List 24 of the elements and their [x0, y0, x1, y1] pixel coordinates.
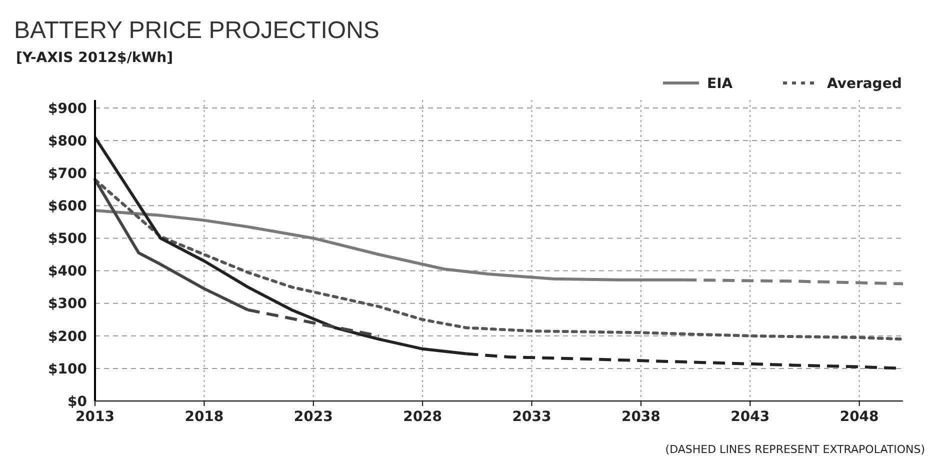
x-tick-label: 2038: [621, 409, 660, 425]
y-tick-label: $800: [48, 133, 88, 150]
line-series: [94, 178, 904, 341]
x-tick-label: 2018: [184, 409, 224, 425]
y-tick-label: $900: [48, 100, 88, 117]
y-tick-label: $500: [48, 231, 88, 248]
x-tick-label: 2043: [730, 409, 770, 425]
y-tick-label: $600: [48, 198, 88, 215]
y-tick-label: $200: [48, 328, 88, 345]
y-tick-label: $300: [48, 296, 88, 312]
y-tick-label: $400: [48, 264, 88, 280]
x-tick-label: 2023: [294, 409, 333, 425]
x-tick-label: 2013: [76, 409, 114, 425]
legend-label: Averaged: [827, 76, 902, 92]
chart-title: BATTERY PRICE PROJECTIONS: [14, 17, 380, 44]
y-tick-label: $700: [48, 166, 88, 182]
text: (DASHED LINES REPRESENT EXTRAPOLATIONS): [665, 443, 925, 456]
chart-subtitle: [Y-AXIS 2012$/kWh]: [16, 50, 174, 66]
x-tick-label: 2033: [512, 409, 552, 425]
y-tick-label: $100: [48, 361, 88, 378]
x-tick-label: 2048: [840, 409, 879, 425]
legend-label: EIA: [707, 76, 733, 92]
x-tick-label: 2028: [403, 409, 442, 425]
y-tick-label: $0: [68, 394, 88, 410]
